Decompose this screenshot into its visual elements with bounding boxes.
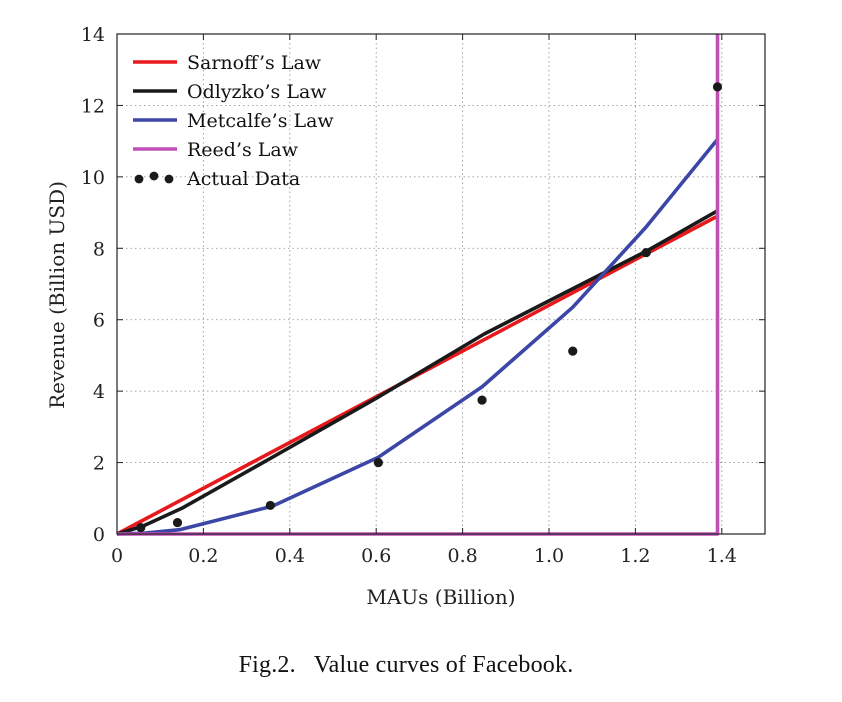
x-tick-label: 0.2 (188, 545, 218, 567)
x-tick-label: 0.8 (447, 545, 477, 567)
legend-label-metcalfe-s-law: Metcalfe’s Law (187, 110, 334, 132)
data-point-actual-data (265, 500, 275, 511)
data-point-actual-data (477, 395, 487, 405)
figure-caption: Fig.2. Value curves of Facebook. (0, 652, 812, 679)
y-tick-label: 6 (93, 310, 105, 332)
figure-caption-text: Value curves of Facebook. (313, 652, 574, 678)
figure-label: Fig.2. (238, 652, 296, 678)
plot-frame (116, 33, 766, 535)
x-tick-label: 0.6 (361, 545, 391, 567)
x-tick-label: 1.4 (707, 545, 737, 567)
series-line-metcalfe-s-law (116, 138, 719, 536)
y-tick-label: 10 (81, 167, 105, 189)
legend-marker-actual-data (134, 174, 144, 184)
data-point-actual-data (136, 522, 146, 533)
y-tick-label: 8 (93, 238, 105, 260)
legend: Sarnoff’s Law Odlyzko’s Law Metcalfe’s Law… (133, 52, 334, 190)
legend-marker-actual-data (149, 171, 159, 181)
data-point-actual-data (568, 346, 578, 356)
legend-label-odlyzko-s-law: Odlyzko’s Law (187, 81, 327, 103)
plot-background (117, 34, 765, 534)
axis-ticks (116, 33, 765, 535)
x-tick-label: 1.2 (620, 545, 650, 567)
legend-label-reed-s-law: Reed’s Law (187, 139, 299, 161)
y-tick-label: 2 (93, 453, 105, 475)
y-tick-label: 0 (93, 524, 105, 546)
chart: 0 0.2 0.4 0.6 0.8 1.0 1.2 1.4 0 2 4 6 8 10 12 14 MAUs (… (45, 24, 766, 609)
y-tick-label: 12 (81, 95, 105, 117)
data-point-actual-data (172, 517, 183, 528)
tick-labels: 0 0.2 0.4 0.6 0.8 1.0 1.2 1.4 0 2 4 6 8 10 12 14 (81, 24, 737, 567)
data-point-actual-data (373, 457, 383, 468)
grid-lines (117, 34, 765, 534)
x-tick-label: 0 (111, 545, 123, 567)
x-tick-label: 1.0 (534, 545, 564, 567)
x-axis-label: MAUs (Billion) (366, 585, 515, 609)
legend-marker-actual-data (164, 174, 174, 184)
y-axis-label: Revenue (Billion USD) (45, 181, 69, 409)
legend-label-sarnoff-s-law: Sarnoff’s Law (187, 52, 322, 74)
y-tick-label: 14 (81, 24, 105, 46)
x-tick-label: 0.4 (275, 545, 305, 567)
data-point-actual-data (712, 82, 723, 92)
data-point-actual-data (641, 247, 651, 258)
legend-label-actual-data: Actual Data (186, 168, 300, 190)
y-tick-label: 4 (93, 381, 105, 403)
series-line-odlyzko-s-law (116, 209, 719, 536)
